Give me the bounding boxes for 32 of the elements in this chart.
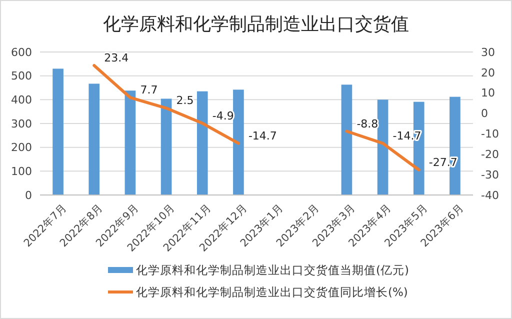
y-tick-label: 0 — [25, 188, 32, 202]
y-tick-label: 200 — [11, 141, 32, 154]
y2-tick-label: -30 — [481, 168, 499, 182]
bar — [377, 100, 388, 195]
data-label: -4.9 — [212, 109, 234, 122]
y2-tick-label: 20 — [481, 66, 495, 80]
data-label: -14.7 — [248, 129, 277, 142]
bar — [233, 90, 244, 195]
y-tick-label: 100 — [11, 165, 32, 178]
y2-tick-label: -20 — [481, 148, 499, 161]
bar — [88, 84, 100, 195]
data-label: 23.4 — [104, 51, 129, 64]
data-label: -8.8 — [356, 117, 378, 130]
y2-tick-label: 10 — [481, 86, 495, 100]
bar — [160, 98, 172, 195]
y-tick-label: 400 — [11, 94, 32, 107]
chart-title: 化学原料和化学制品制造业出口交货值 — [103, 14, 409, 35]
y2-tick-label: -10 — [481, 128, 499, 141]
bar — [341, 84, 352, 195]
bar — [52, 68, 64, 195]
y-tick-label: 500 — [11, 70, 32, 83]
y-tick-label: 300 — [11, 117, 32, 130]
legend-label: 化学原料和化学制品制造业出口交货值同比增长(%) — [136, 285, 408, 300]
y-tick-label: 600 — [11, 46, 32, 59]
y2-tick-label: 0 — [481, 107, 488, 120]
bar — [196, 91, 208, 195]
legend-label: 化学原料和化学制品制造业出口交货值当期值(亿元) — [136, 263, 409, 278]
data-label: 7.7 — [140, 84, 158, 97]
y2-tick-label: 30 — [481, 46, 495, 59]
bar — [124, 90, 136, 195]
y2-tick-label: -40 — [481, 188, 499, 202]
data-label: 2.5 — [176, 94, 194, 108]
